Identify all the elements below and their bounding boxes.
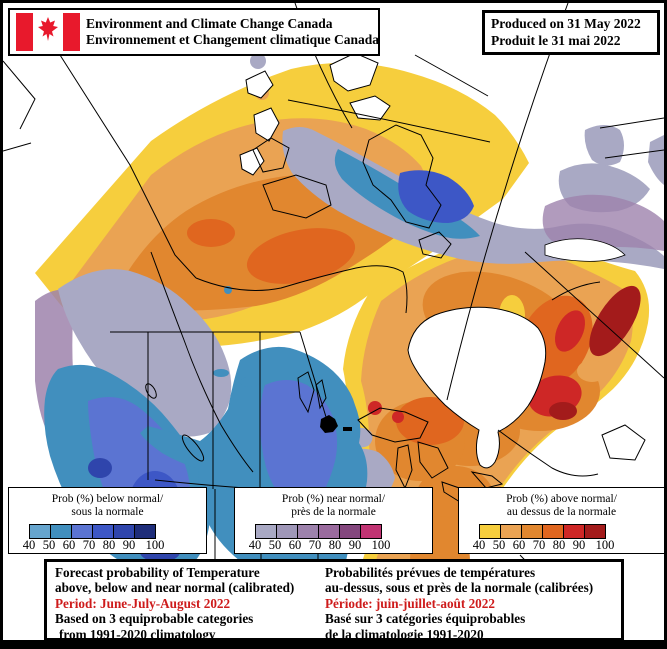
legend-below-normal: Prob (%) below normal/ sous la normale 4… [8, 487, 207, 554]
legend-title-line2: sous la normale [71, 506, 144, 518]
tick-label: 70 [308, 538, 322, 552]
legend-title-line2: près de la normale [291, 506, 376, 518]
colorbar-segment [564, 525, 585, 538]
legend-title-line1: Prob (%) above normal/ [506, 493, 617, 505]
colorbar-segment [72, 525, 93, 538]
colorbar-segment [256, 525, 277, 538]
footer-en-period: Period: June-July-August 2022 [55, 595, 231, 611]
colorbar-segment [277, 525, 298, 538]
colorbar-segment [114, 525, 135, 538]
colorbar-segment [361, 525, 381, 538]
legend-colorbar-above [479, 524, 606, 539]
org-name-en: Environment and Climate Change Canada [86, 15, 333, 31]
footer-en-line1: Forecast probability of Temperature [55, 565, 260, 580]
footer-fr-line1: Probabilités prévues de températures [325, 565, 536, 580]
tick-label: 80 [102, 538, 116, 552]
colorbar-segment [93, 525, 114, 538]
tick-label: 60 [288, 538, 302, 552]
tick-label: 90 [572, 538, 586, 552]
legend-title-line1: Prob (%) below normal/ [51, 493, 164, 505]
tick-label: 70 [82, 538, 96, 552]
header-logo-box: Environment and Climate Change Canada En… [8, 8, 380, 56]
produced-date-box: Produced on 31 May 2022 Produit le 31 ma… [482, 10, 660, 55]
colorbar-segment [319, 525, 340, 538]
colorbar-segment [298, 525, 319, 538]
legend-title-line1: Prob (%) near normal/ [281, 493, 386, 505]
tick-label: 40 [472, 538, 486, 552]
footer-text-en: Forecast probability of Temperature abov… [55, 565, 295, 642]
produced-date-fr: Produit le 31 mai 2022 [491, 33, 621, 48]
legend-above-normal: Prob (%) above normal/ au dessus de la n… [458, 487, 664, 554]
legend-near-normal: Prob (%) near normal/ près de la normale… [234, 487, 433, 554]
legend-title-line2: au dessus de la normale [506, 506, 617, 518]
colorbar-segment [135, 525, 155, 538]
colorbar-segment [480, 525, 501, 538]
footer-fr-line4: Basé sur 3 catégories équiprobables [325, 611, 526, 627]
small-black-lakes [320, 415, 352, 433]
colorbar-segment [522, 525, 543, 538]
footer-fr-line2: au-dessus, sous et près de la normale (c… [325, 580, 594, 596]
tick-label: 60 [62, 538, 76, 552]
tick-label: 60 [512, 538, 526, 552]
colorbar-segment [543, 525, 564, 538]
colorbar-segment [30, 525, 51, 538]
legend-colorbar-below [29, 524, 156, 539]
legend-ticks: 40 50 60 70 80 90 100 [459, 538, 664, 552]
tick-label: 100 [145, 538, 165, 552]
tick-label: 50 [42, 538, 56, 552]
produced-date-en: Produced on 31 May 2022 [491, 16, 641, 31]
tick-label: 50 [268, 538, 282, 552]
legend-ticks: 40 50 60 70 80 90 100 [9, 538, 206, 552]
colorbar-segment [501, 525, 522, 538]
tick-label: 100 [595, 538, 615, 552]
colorbar-segment [51, 525, 72, 538]
footer-en-line4: Based on 3 equiprobable categories [55, 611, 254, 627]
canada-flag-icon [16, 13, 80, 51]
tick-label: 80 [552, 538, 566, 552]
footer-en-line2: above, below and near normal (calibrated… [55, 580, 295, 596]
footer-fr-period: Période: juin-juillet-août 2022 [325, 595, 495, 611]
legend-colorbar-near [255, 524, 382, 539]
footer-description-box: Forecast probability of Temperature abov… [44, 559, 624, 642]
hudson-bay [239, 52, 626, 469]
tick-label: 80 [328, 538, 342, 552]
colorbar-segment [340, 525, 361, 538]
flag-maple-leaf-icon [38, 17, 58, 41]
colorbar-segment [585, 525, 605, 538]
footer-fr-line5: de la climatologie 1991-2020 [325, 626, 484, 642]
tick-label: 70 [532, 538, 546, 552]
org-name-fr: Environnement et Changement climatique C… [86, 32, 380, 47]
tick-label: 40 [248, 538, 262, 552]
tick-label: 50 [492, 538, 506, 552]
tick-label: 90 [122, 538, 136, 552]
tick-label: 40 [22, 538, 36, 552]
tick-label: 100 [371, 538, 391, 552]
footer-text-fr: Probabilités prévues de températures au-… [325, 565, 594, 642]
footer-en-line5: from 1991-2020 climatology [59, 626, 216, 642]
tick-label: 90 [348, 538, 362, 552]
legend-ticks: 40 50 60 70 80 90 100 [235, 538, 432, 552]
